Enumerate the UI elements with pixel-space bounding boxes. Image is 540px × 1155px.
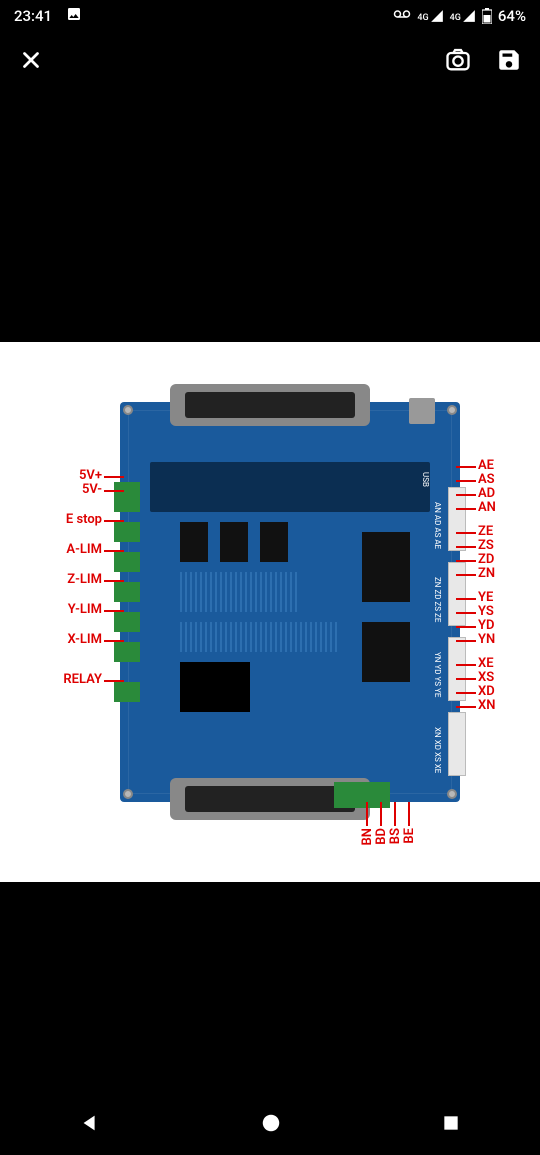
pin-label-zd: ZD bbox=[478, 552, 494, 567]
board-diagram: USB AN AD AS AE ZN ZD ZS ZE YN YD YS YE … bbox=[40, 372, 500, 852]
pin-label-zs: ZS bbox=[478, 538, 494, 553]
viewer-content[interactable]: USB AN AD AS AE ZN ZD ZS ZE YN YD YS YE … bbox=[0, 92, 540, 1095]
status-right: 4G 4G 64% bbox=[393, 5, 526, 27]
db25-top-connector bbox=[170, 384, 370, 426]
pin-label-ze: ZE bbox=[478, 524, 493, 539]
pin-label-xd: XD bbox=[478, 684, 495, 699]
pin-label-zn: ZN bbox=[478, 566, 495, 581]
pin-label-5v-: 5V+ bbox=[79, 468, 102, 483]
pcb-board: USB AN AD AS AE ZN ZD ZS ZE YN YD YS YE … bbox=[120, 402, 460, 802]
pin-label-bs: BS bbox=[388, 828, 403, 844]
pin-label-as: AS bbox=[478, 472, 495, 487]
home-button[interactable] bbox=[260, 1112, 282, 1138]
usb-connector bbox=[409, 398, 435, 424]
save-icon[interactable] bbox=[496, 47, 522, 77]
battery-icon bbox=[482, 8, 492, 24]
pin-label-5v-: 5V- bbox=[82, 482, 102, 497]
signal-icon-2 bbox=[462, 9, 476, 23]
pin-label-yd: YD bbox=[478, 618, 494, 633]
product-image: USB AN AD AS AE ZN ZD ZS ZE YN YD YS YE … bbox=[0, 342, 540, 882]
pin-label-bd: BD bbox=[374, 828, 389, 845]
relay-chip bbox=[180, 662, 250, 712]
pin-label-ye: YE bbox=[478, 590, 493, 605]
pin-label-xn: XN bbox=[478, 698, 495, 713]
image-icon bbox=[66, 6, 82, 26]
net-label-2: 4G bbox=[450, 14, 461, 23]
pin-label-be: BE bbox=[402, 828, 417, 844]
pin-label-xe: XE bbox=[478, 656, 494, 671]
pin-label-xs: XS bbox=[478, 670, 494, 685]
pin-label-yn: YN bbox=[478, 632, 495, 647]
image-viewer-toolbar bbox=[0, 32, 540, 92]
close-icon[interactable] bbox=[18, 47, 44, 77]
status-left: 23:41 bbox=[14, 6, 82, 26]
voicemail-icon bbox=[393, 5, 411, 27]
pin-label-a-lim: A-LIM bbox=[66, 542, 102, 557]
pin-label-y-lim: Y-LIM bbox=[68, 602, 102, 617]
pin-label-e-stop: E stop bbox=[66, 512, 102, 527]
android-status-bar: 23:41 4G 4G 64% bbox=[0, 0, 540, 32]
lens-icon[interactable] bbox=[444, 46, 472, 78]
pin-label-relay: RELAY bbox=[63, 672, 102, 687]
pin-label-ae: AE bbox=[478, 458, 494, 473]
pin-label-z-lim: Z-LIM bbox=[67, 572, 102, 587]
android-nav-bar bbox=[0, 1095, 540, 1155]
back-button[interactable] bbox=[79, 1112, 101, 1138]
status-time: 23:41 bbox=[14, 7, 52, 25]
net-label-1: 4G bbox=[417, 14, 428, 23]
pin-label-bn: BN bbox=[360, 828, 375, 845]
pin-label-ys: YS bbox=[478, 604, 494, 619]
pin-label-an: AN bbox=[478, 500, 496, 515]
recent-button[interactable] bbox=[441, 1113, 461, 1137]
signal-icon-1 bbox=[430, 9, 444, 23]
battery-pct: 64% bbox=[498, 7, 526, 25]
pin-label-ad: AD bbox=[478, 486, 495, 501]
pin-label-x-lim: X-LIM bbox=[68, 632, 102, 647]
